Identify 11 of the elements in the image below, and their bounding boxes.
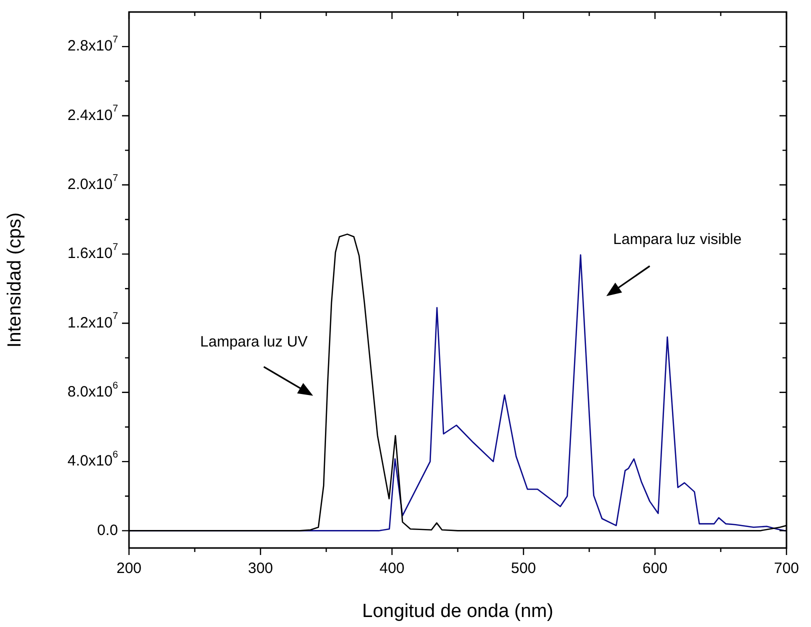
- x-tick-label: 200: [116, 560, 142, 578]
- y-axis-title: Intensidad (cps): [4, 212, 26, 348]
- x-axis-title: Longitud de onda (nm): [362, 600, 554, 622]
- x-tick-label: 300: [248, 560, 274, 578]
- annotation: Lampara luz UV: [200, 333, 308, 350]
- x-tick-label: 600: [642, 560, 668, 578]
- annotation: Lampara luz visible: [613, 230, 742, 248]
- x-tick-label: 500: [510, 560, 536, 578]
- x-tick-label: 400: [379, 560, 405, 578]
- x-tick-label: 700: [774, 560, 799, 578]
- y-tick-label: 0.0: [97, 522, 118, 539]
